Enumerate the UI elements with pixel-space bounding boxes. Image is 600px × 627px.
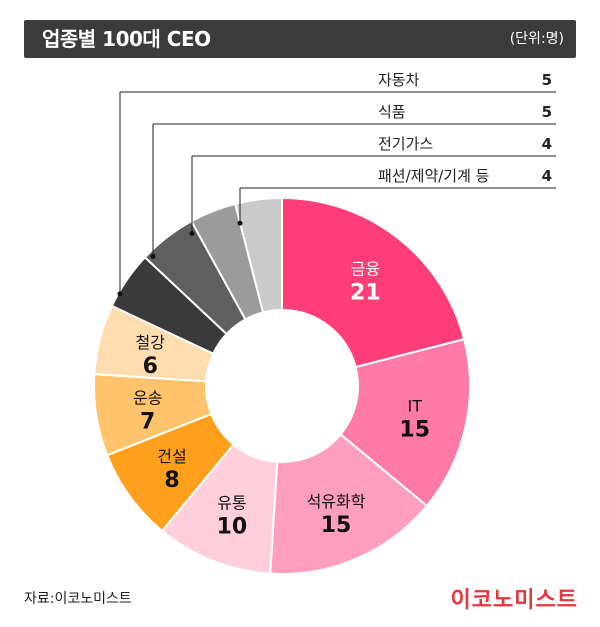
leader-dot-0 (117, 291, 123, 297)
slice-value-1: 15 (399, 418, 430, 443)
legend-name-1: 식품 (378, 103, 406, 121)
slice-label-0: 금융 (351, 260, 380, 279)
slice-label-4: 건설 (157, 447, 186, 466)
leader-dot-3 (237, 220, 243, 226)
unit-label: (단위:명) (509, 31, 564, 47)
source-note: 자료:이코노미스트 (24, 591, 132, 607)
slice-0 (281, 196, 466, 369)
legend-name-2: 전기가스 (378, 135, 433, 153)
slice-2 (269, 433, 429, 575)
slice-value-2: 15 (321, 513, 352, 538)
slice-value-5: 7 (140, 409, 155, 434)
slice-value-0: 21 (350, 281, 381, 306)
legend-value-1: 5 (542, 103, 552, 121)
leader-dot-1 (150, 253, 156, 259)
slice-value-6: 6 (143, 354, 158, 379)
chart-header: 업종별 100대 CEO (단위:명) (24, 20, 576, 58)
slice-label-5: 운송 (133, 388, 162, 407)
legend-value-2: 4 (542, 135, 552, 153)
slice-value-4: 8 (164, 468, 179, 493)
leader-dot-2 (189, 231, 195, 237)
slice-label-2: 석유화학 (307, 492, 366, 511)
slice-label-1: IT (407, 397, 422, 416)
slice-label-3: 유통 (217, 493, 246, 512)
slice-label-6: 철강 (136, 333, 166, 352)
slice-10 (234, 196, 283, 314)
publisher-logo: 이코노미스트 (450, 588, 578, 613)
legend-value-0: 5 (542, 71, 552, 89)
legend-name-0: 자동차 (378, 71, 420, 89)
legend-value-3: 4 (542, 167, 552, 185)
chart-title: 업종별 100대 CEO (42, 27, 211, 51)
slice-value-3: 10 (217, 514, 248, 539)
legend-name-3: 패션/제약/기계 등 (378, 167, 490, 185)
slice-1 (339, 338, 471, 508)
